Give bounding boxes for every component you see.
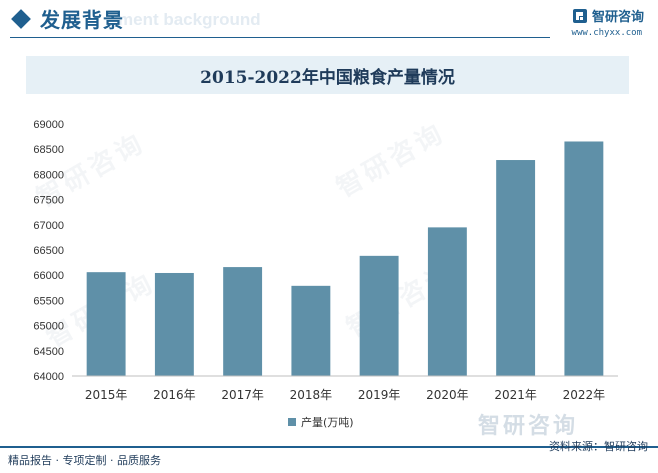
bar (154, 272, 194, 376)
bar (496, 160, 536, 376)
y-tick-label: 65000 (33, 321, 64, 333)
header-ghost-text: ment background (118, 10, 261, 29)
x-tick-label: 2020年 (426, 388, 469, 402)
header-divider (10, 37, 550, 38)
y-axis: 64000 64500 65000 65500 66000 66500 67000 67500… (33, 119, 64, 383)
bar (564, 141, 604, 376)
y-tick-label: 65500 (33, 295, 64, 307)
x-tick-label: 2021年 (494, 388, 537, 402)
brand-name: 智研咨询 (591, 10, 644, 25)
y-tick-label: 66500 (33, 245, 64, 257)
y-tick-label: 69000 (33, 119, 64, 131)
legend-swatch (288, 418, 296, 426)
bar (427, 227, 467, 376)
footer-divider (0, 446, 658, 448)
x-tick-label: 2017年 (221, 388, 264, 402)
y-tick-label: 64000 (33, 371, 64, 383)
legend-label: 产量(万吨) (301, 416, 354, 429)
x-tick-label: 2019年 (358, 388, 401, 402)
header: ment background 发展背景 智研咨询 www.chyxx.com (0, 0, 658, 40)
x-axis: 2015年 2016年 2017年 2018年 2019年 2020年 2021年 2022年 (72, 375, 618, 402)
page-title: 发展背景 (40, 8, 124, 32)
y-tick-label: 67000 (33, 220, 64, 232)
brand-url: www.chyxx.com (571, 28, 642, 38)
footer-slogan: 精品报告 · 专项定制 · 品质服务 (8, 454, 161, 467)
y-tick-label: 64500 (33, 346, 64, 358)
x-tick-label: 2022年 (563, 388, 606, 402)
x-tick-label: 2018年 (290, 388, 333, 402)
bar (223, 267, 263, 376)
bar (291, 285, 331, 376)
chart-title-band: 2015-2022年中国粮食产量情况 (26, 56, 629, 94)
footer-watermark: 智研咨询 (478, 414, 579, 439)
x-tick-label: 2015年 (85, 388, 128, 402)
y-tick-label: 66000 (33, 270, 64, 282)
brand: 智研咨询 (572, 6, 644, 25)
x-tick-label: 2016年 (153, 388, 196, 402)
bars (86, 141, 604, 376)
footer-source: 资料来源：智研咨询 (549, 440, 648, 453)
bar (359, 255, 399, 376)
legend: 产量(万吨) (288, 414, 354, 430)
brand-logo-icon (572, 8, 587, 23)
y-tick-label: 68500 (33, 144, 64, 156)
bar (86, 272, 126, 376)
y-tick-label: 67500 (33, 195, 64, 207)
chart-title: 2015-2022年中国粮食产量情况 (200, 67, 455, 88)
y-tick-label: 68000 (33, 169, 64, 181)
